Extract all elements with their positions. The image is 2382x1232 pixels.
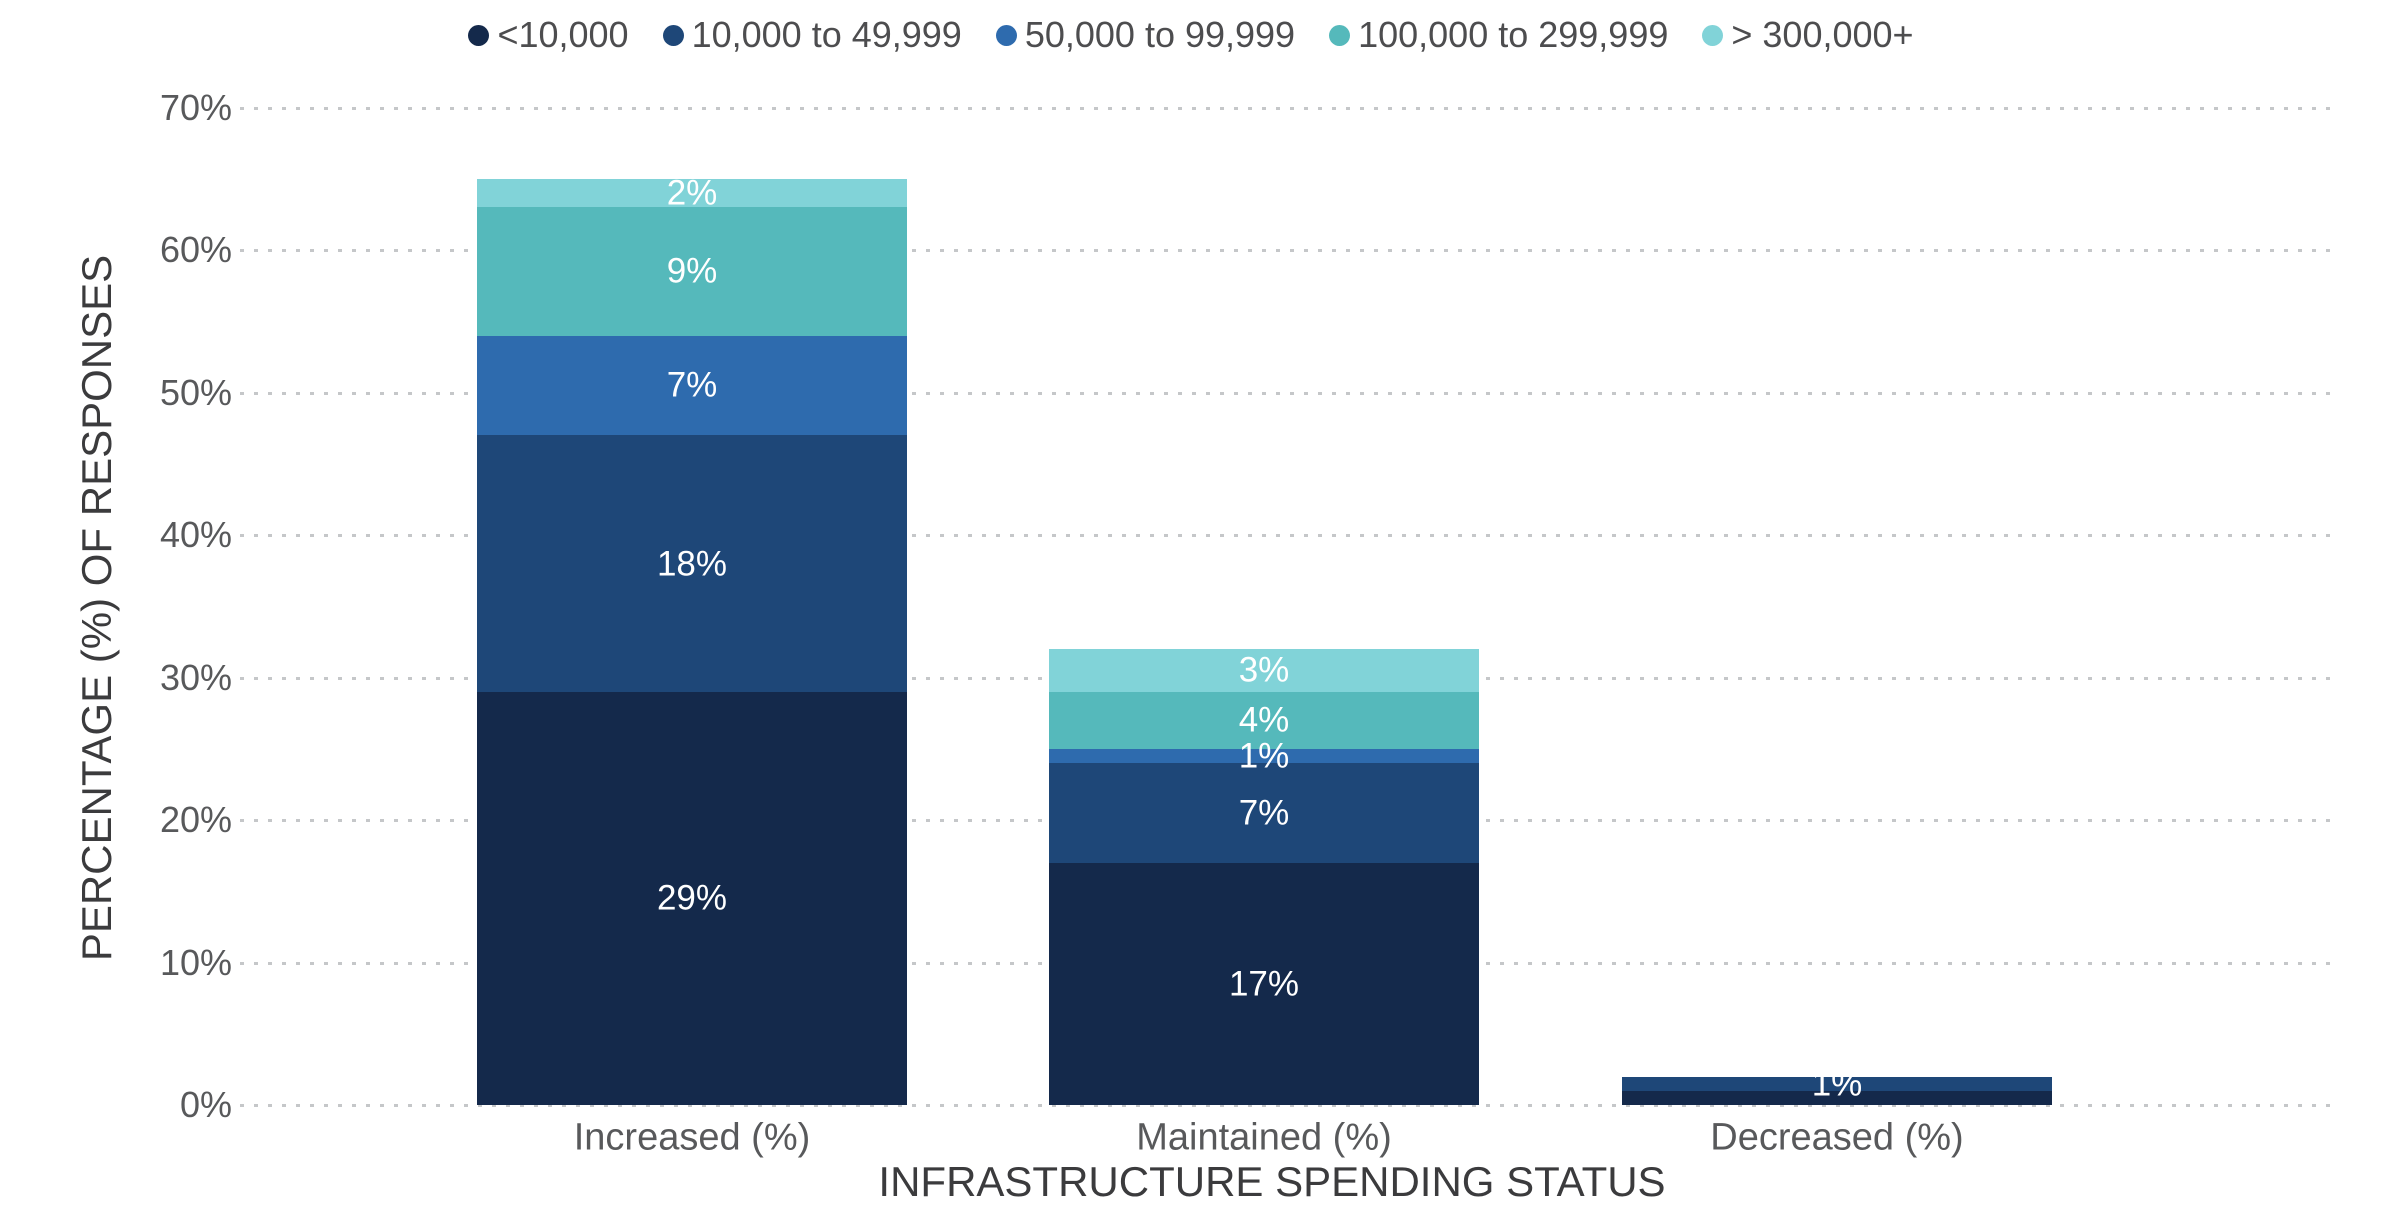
bar-segment-increased-50-000-to-99-999[interactable]: 7% bbox=[477, 335, 907, 436]
y-tick-label-0: 0% bbox=[179, 1084, 232, 1125]
legend-label: 100,000 to 299,999 bbox=[1358, 14, 1669, 55]
bar-increased: 29% 18% 7% 9% 2% bbox=[477, 173, 907, 1105]
y-tick-label-40: 40% bbox=[159, 514, 232, 555]
bar-value-label: 9% bbox=[666, 251, 718, 291]
legend-item-100-000-to-299-999[interactable]: 100,000 to 299,999 bbox=[1329, 14, 1668, 56]
legend-label: > 300,000+ bbox=[1731, 14, 1914, 55]
bar-value-label: 3% bbox=[1238, 650, 1290, 690]
legend-marker-icon bbox=[1329, 24, 1351, 46]
bar-value-label: 17% bbox=[1228, 964, 1300, 1004]
bar-segment-maintained-300-000[interactable]: 3% bbox=[1049, 649, 1479, 692]
legend-label: 10,000 to 49,999 bbox=[691, 14, 962, 55]
legend-marker-icon bbox=[662, 24, 684, 46]
x-category-label-increased: Increased (%) bbox=[573, 1116, 811, 1159]
y-tick-label-30: 30% bbox=[159, 656, 232, 698]
gridline-70 bbox=[240, 106, 2330, 110]
legend-item-300-000[interactable]: > 300,000+ bbox=[1702, 14, 1914, 56]
bar-value-label: 2% bbox=[666, 173, 718, 213]
legend-label: <10,000 bbox=[497, 14, 629, 55]
gridline-60 bbox=[240, 249, 2330, 252]
legend: <10,000 10,000 to 49,999 50,000 to 99,999 1… bbox=[0, 14, 2382, 56]
legend-item-10-000[interactable]: <10,000 bbox=[468, 14, 629, 56]
bar-segment-maintained-10-000-to-49-999[interactable]: 7% bbox=[1049, 763, 1479, 863]
bar-value-label: 29% bbox=[656, 878, 728, 918]
bar-segment-increased-10-000-to-49-999[interactable]: 18% bbox=[477, 435, 907, 692]
legend-item-50-000-to-99-999[interactable]: 50,000 to 99,999 bbox=[995, 14, 1296, 56]
bar-segment-decreased-10-000-to-49-999[interactable]: 1% bbox=[1622, 1066, 2052, 1101]
bar-value-label: 7% bbox=[666, 365, 718, 405]
bar-segment-maintained-50-000-to-99-999[interactable]: 1% bbox=[1049, 738, 1479, 773]
y-tick-label-60: 60% bbox=[159, 229, 232, 270]
bar-segment-increased-10-000[interactable]: 29% bbox=[477, 691, 907, 1105]
gridline-50 bbox=[240, 391, 2330, 395]
y-tick-label-50: 50% bbox=[159, 371, 232, 413]
legend-marker-icon bbox=[468, 24, 490, 46]
bar-segment-increased-100-000-to-299-999[interactable]: 9% bbox=[477, 207, 907, 336]
gridline-40 bbox=[240, 534, 2330, 537]
bar-maintained: 17% 7% 1% 4% 3% bbox=[1049, 649, 1479, 1105]
x-category-label-decreased: Decreased (%) bbox=[1710, 1116, 1964, 1159]
legend-marker-icon bbox=[1702, 24, 1724, 46]
y-tick-label-70: 70% bbox=[159, 86, 232, 128]
bar-segment-decreased-10-000[interactable] bbox=[1622, 1090, 2052, 1105]
bar-segment-maintained-100-000-to-299-999[interactable]: 4% bbox=[1049, 691, 1479, 749]
bar-value-label: 7% bbox=[1238, 793, 1290, 833]
y-tick-label-20: 20% bbox=[159, 799, 232, 840]
bar-segment-maintained-10-000[interactable]: 17% bbox=[1049, 862, 1479, 1105]
x-axis-title: INFRASTRUCTURE SPENDING STATUS bbox=[878, 1158, 1666, 1205]
legend-marker-icon bbox=[995, 24, 1017, 46]
bar-value-label: 18% bbox=[656, 544, 728, 583]
gridline-0 bbox=[240, 1104, 2330, 1107]
x-category-label-maintained: Maintained (%) bbox=[1136, 1116, 1392, 1159]
legend-item-10-000-to-49-999[interactable]: 10,000 to 49,999 bbox=[662, 14, 962, 56]
bar-decreased: 1% bbox=[1622, 1066, 2052, 1105]
bar-segment-increased-300-000[interactable]: 2% bbox=[477, 173, 907, 213]
y-tick-label-10: 10% bbox=[159, 941, 232, 983]
legend-label: 50,000 to 99,999 bbox=[1024, 14, 1296, 55]
bar-value-label: 4% bbox=[1238, 700, 1290, 740]
